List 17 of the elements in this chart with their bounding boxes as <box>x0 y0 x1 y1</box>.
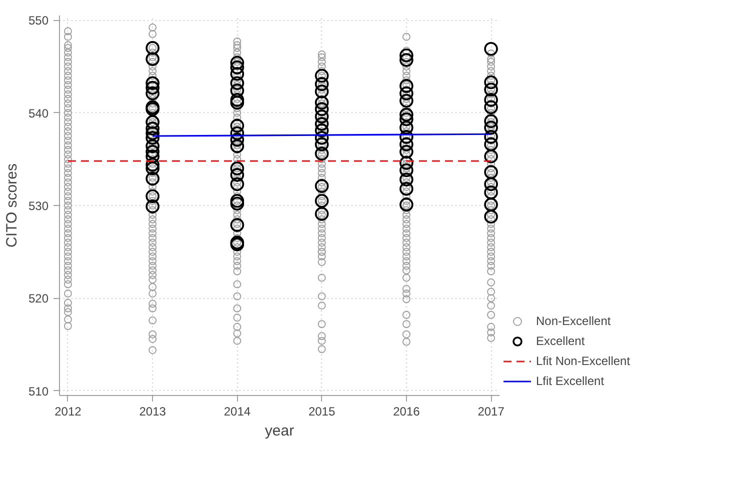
y-tick-label: 540 <box>28 106 49 120</box>
x-tick-label: 2016 <box>393 404 420 418</box>
x-tick-label: 2012 <box>54 404 82 418</box>
legend-label: Lfit Excellent <box>536 374 606 388</box>
legend-label: Lfit Non-Excellent <box>536 354 632 368</box>
y-tick-label: 550 <box>28 14 49 28</box>
legend-label: Excellent <box>536 334 586 348</box>
legend-label: Non-Excellent <box>536 314 612 328</box>
y-axis-title: CITO scores <box>3 164 20 248</box>
x-tick-label: 2017 <box>478 404 505 418</box>
y-tick-label: 520 <box>28 292 49 306</box>
x-tick-label: 2013 <box>139 404 166 418</box>
x-tick-label: 2014 <box>224 404 251 418</box>
x-tick-label: 2015 <box>308 404 336 418</box>
x-axis-title: year <box>264 422 294 440</box>
y-tick-label: 510 <box>28 384 49 398</box>
y-tick-label: 530 <box>28 199 49 213</box>
